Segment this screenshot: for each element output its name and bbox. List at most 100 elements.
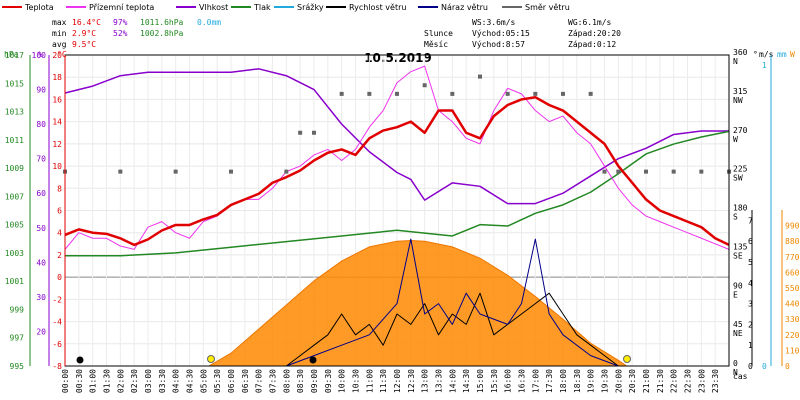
time-tick-label: 15:30 — [490, 369, 499, 393]
stats-block: max 16.4°C 97% 1011.6hPa 0.0mm min 2.9°C… — [52, 18, 221, 49]
c-tick-label: 12 — [52, 140, 62, 149]
pct-tick-label: 20 — [36, 327, 46, 336]
w-tick-label: 990 — [785, 222, 800, 231]
time-tick-label: 07:00 — [255, 369, 264, 393]
moonrise-marker — [309, 356, 317, 364]
legend-label-prizemni-teplota: Přízemní teplota — [89, 3, 154, 12]
c-tick-label: -4 — [52, 318, 62, 327]
series-point-smer-vetru — [284, 169, 289, 174]
pct-tick-label: 50 — [36, 224, 46, 233]
dir-name-label: W — [733, 135, 738, 144]
time-tick-label: 00:30 — [75, 369, 84, 393]
c-tick-label: 10 — [52, 162, 62, 171]
time-tick-label: 18:30 — [573, 369, 582, 393]
dir-name-label: N — [733, 368, 738, 377]
series-point-smer-vetru — [118, 169, 123, 174]
axis-unit-c: °C — [57, 50, 67, 59]
series-point-smer-vetru — [298, 130, 303, 135]
series-point-smer-vetru — [533, 91, 538, 96]
pct-tick-label: 90 — [36, 86, 46, 95]
w-tick-label: 0 — [785, 362, 790, 371]
series-point-smer-vetru — [671, 169, 676, 174]
c-tick-label: 8 — [57, 184, 62, 193]
c-tick-label: 16 — [52, 95, 62, 104]
series-point-smer-vetru — [173, 169, 178, 174]
hpa-tick-label: 1001 — [5, 277, 24, 286]
ms-tick-label: 1 — [748, 341, 753, 350]
axis-unit-mm: mm — [777, 50, 787, 59]
dir-deg-label: 270 — [733, 126, 748, 135]
time-tick-label: 23:00 — [697, 369, 706, 393]
time-tick-label: 17:30 — [545, 369, 554, 393]
time-tick-label: 17:00 — [531, 369, 540, 393]
series-point-smer-vetru — [450, 91, 455, 96]
time-tick-label: 22:30 — [684, 369, 693, 393]
dir-name-label: N — [733, 57, 738, 66]
series-line-vlhkost — [64, 68, 729, 205]
time-tick-label: 05:30 — [213, 369, 222, 393]
legend-label-srazky: Srážky — [297, 3, 324, 12]
w-tick-label: 110 — [785, 346, 800, 355]
time-tick-label: 01:00 — [89, 369, 98, 393]
info-moonset: Západ:0:12 — [568, 40, 616, 49]
time-tick-label: 09:30 — [324, 369, 333, 393]
time-tick-label: 20:00 — [614, 369, 623, 393]
ms-tick-label: 7 — [748, 216, 753, 225]
axis-unit-hpa: hPa — [4, 50, 19, 59]
time-tick-label: 09:00 — [310, 369, 319, 393]
time-tick-label: 20:30 — [628, 369, 637, 393]
c-tick-label: -8 — [52, 362, 62, 371]
series-point-smer-vetru — [588, 91, 593, 96]
series-point-smer-vetru — [616, 169, 621, 174]
series-point-smer-vetru — [339, 91, 344, 96]
time-tick-label: 21:00 — [642, 369, 651, 393]
time-tick-label: 06:30 — [241, 369, 250, 393]
time-tick-label: 11:00 — [365, 369, 374, 393]
hpa-tick-label: 1013 — [5, 108, 24, 117]
time-tick-label: 14:00 — [448, 369, 457, 393]
stat-max-hum: 97% — [113, 18, 128, 27]
moonset-marker — [76, 356, 84, 364]
legend: Teplota Přízemní teplota Vlhkost Tlak Sr… — [2, 3, 570, 12]
c-tick-label: 14 — [52, 118, 62, 127]
dir-deg-label: 225 — [733, 165, 748, 174]
info-moon-label: Měsíc — [424, 40, 448, 49]
legend-label-teplota: Teplota — [24, 3, 54, 12]
pct-tick-label: 80 — [36, 120, 46, 129]
dir-deg-label: 360 — [733, 48, 748, 57]
time-tick-label: 13:30 — [435, 369, 444, 393]
axes-layer: -8-6-4-202468101214161820203040506070809… — [5, 48, 800, 393]
series-line-prizemni-teplota — [64, 65, 730, 250]
series-line-rychlost-vetru — [65, 292, 729, 367]
legend-label-smer-vetru: Směr větru — [525, 3, 570, 12]
w-tick-label: 880 — [785, 237, 800, 246]
time-tick-label: 12:30 — [407, 369, 416, 393]
dir-name-label: NW — [733, 96, 743, 105]
time-tick-label: 19:00 — [587, 369, 596, 393]
time-tick-label: 10:30 — [352, 369, 361, 393]
w-tick-label: 440 — [785, 300, 800, 309]
stat-avg-temp: 9.5°C — [72, 40, 96, 49]
pct-tick-label: 60 — [36, 189, 46, 198]
axis-unit-deg: ° — [753, 50, 758, 59]
series-point-smer-vetru — [644, 169, 648, 174]
stat-max-rain: 0.0mm — [197, 18, 221, 27]
w-tick-label: 550 — [785, 284, 800, 293]
series-point-smer-vetru — [699, 169, 704, 174]
time-tick-label: 02:30 — [130, 369, 139, 393]
w-tick-label: 220 — [785, 331, 800, 340]
c-tick-label: 18 — [52, 73, 62, 82]
ms-tick-label: 5 — [748, 258, 753, 267]
time-tick-label: 07:30 — [269, 369, 278, 393]
chart-title: 10.5.2019 — [364, 51, 432, 65]
info-sunrise: Východ:05:15 — [472, 29, 530, 38]
c-tick-label: 0 — [57, 273, 62, 282]
time-tick-label: 16:00 — [504, 369, 513, 393]
time-tick-label: 19:30 — [601, 369, 610, 393]
time-axis-label: čas — [733, 371, 748, 381]
dir-deg-label: 45 — [733, 320, 743, 329]
mm-tick-label: 0 — [762, 362, 767, 371]
ms-tick-label: 4 — [748, 279, 753, 288]
ms-tick-label: 3 — [748, 300, 753, 309]
